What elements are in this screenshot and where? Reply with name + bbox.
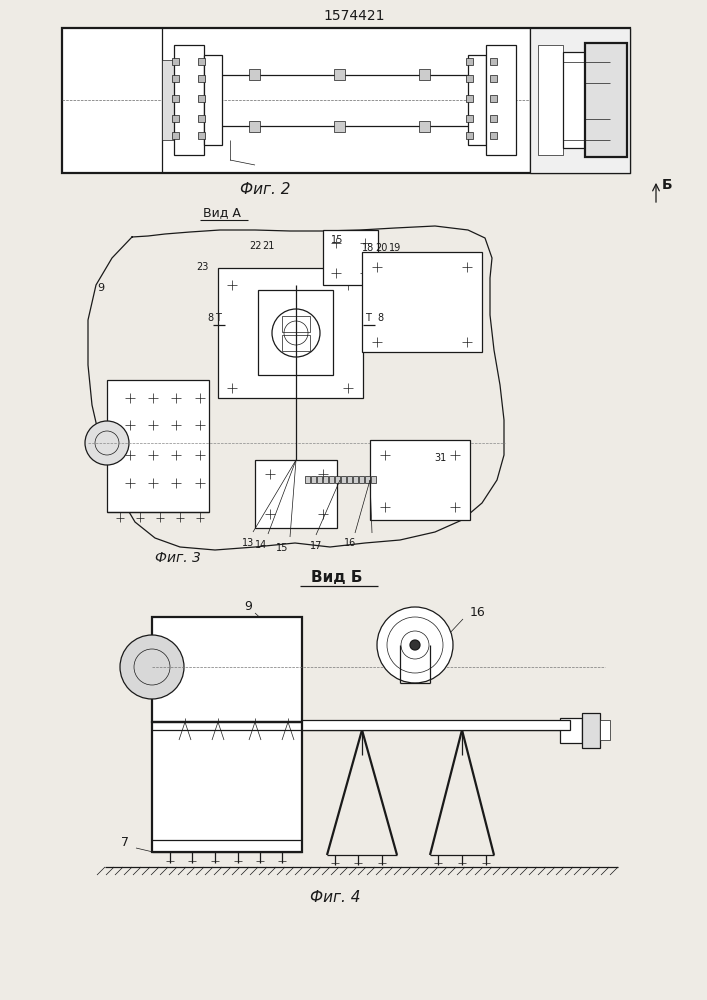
Text: T: T [365, 313, 371, 323]
Bar [419, 69, 430, 80]
Bar [198, 115, 205, 122]
Bar [329, 476, 334, 483]
Bar [107, 380, 209, 512]
Text: Вид А: Вид А [203, 207, 241, 220]
Bar [258, 290, 333, 375]
Text: 31: 31 [434, 453, 446, 463]
Bar [204, 55, 222, 145]
Bar [317, 476, 322, 483]
Text: 9: 9 [98, 283, 105, 293]
Text: 16: 16 [344, 538, 356, 548]
Bar [218, 268, 363, 398]
Circle shape [120, 635, 184, 699]
Text: 16: 16 [470, 605, 486, 618]
Bar [419, 121, 430, 132]
Bar [305, 476, 310, 483]
Bar [490, 75, 497, 82]
Text: 21: 21 [262, 241, 274, 251]
Bar [466, 95, 473, 102]
Bar [466, 75, 473, 82]
Bar [347, 476, 352, 483]
Text: 1574421: 1574421 [323, 9, 385, 23]
Bar [530, 28, 630, 173]
Bar [563, 52, 585, 148]
Text: Фиг. 3: Фиг. 3 [155, 551, 201, 565]
Bar [172, 95, 179, 102]
Bar [490, 132, 497, 139]
Text: Фиг. 4: Фиг. 4 [310, 890, 361, 904]
Bar [335, 476, 340, 483]
Bar [249, 121, 260, 132]
Text: 13: 13 [242, 538, 254, 548]
Circle shape [410, 640, 420, 650]
Text: 18: 18 [362, 243, 374, 253]
Bar [311, 476, 316, 483]
Bar [198, 95, 205, 102]
Bar [282, 335, 310, 351]
Text: 15: 15 [331, 235, 343, 245]
Bar [359, 476, 364, 483]
Text: 17: 17 [310, 541, 322, 551]
Bar [371, 476, 376, 483]
Text: T: T [215, 313, 221, 323]
Bar [341, 476, 346, 483]
Bar [490, 115, 497, 122]
Bar [560, 718, 582, 743]
Bar [334, 121, 345, 132]
Bar [282, 316, 310, 332]
Bar [370, 440, 470, 520]
Bar [162, 60, 174, 140]
Bar [600, 720, 610, 740]
Bar [538, 45, 563, 155]
Bar [466, 58, 473, 65]
Bar [323, 230, 378, 285]
Bar [249, 69, 260, 80]
Bar [255, 460, 337, 528]
Bar [334, 69, 345, 80]
Bar [172, 58, 179, 65]
Circle shape [85, 421, 129, 465]
Bar [585, 43, 627, 157]
Bar [152, 722, 302, 852]
Bar [198, 58, 205, 65]
Circle shape [272, 309, 320, 357]
Text: Б: Б [662, 178, 672, 192]
Text: 15: 15 [276, 543, 288, 553]
Text: 22: 22 [250, 241, 262, 251]
Bar [365, 476, 370, 483]
Circle shape [377, 607, 453, 683]
Bar [172, 75, 179, 82]
Bar [486, 45, 516, 155]
Bar [323, 476, 328, 483]
Bar [466, 115, 473, 122]
Text: 14: 14 [255, 540, 267, 550]
Text: 8: 8 [207, 313, 213, 323]
Bar [174, 45, 204, 155]
Bar [362, 252, 482, 352]
Bar [582, 713, 600, 748]
Bar [468, 55, 486, 145]
Bar [198, 132, 205, 139]
Text: 9: 9 [244, 600, 252, 613]
Bar [490, 58, 497, 65]
Text: 19: 19 [389, 243, 401, 253]
Bar [490, 95, 497, 102]
Text: Фиг. 2: Фиг. 2 [240, 182, 291, 198]
Bar [353, 476, 358, 483]
Bar [466, 132, 473, 139]
Text: 20: 20 [375, 243, 387, 253]
Text: 23: 23 [196, 262, 208, 272]
Bar [172, 132, 179, 139]
Bar [152, 617, 302, 722]
Text: 8: 8 [377, 313, 383, 323]
Text: 7: 7 [121, 836, 129, 850]
Bar [62, 28, 630, 173]
Bar [302, 720, 570, 730]
Text: Вид Б: Вид Б [311, 570, 363, 585]
Bar [198, 75, 205, 82]
Bar [172, 115, 179, 122]
